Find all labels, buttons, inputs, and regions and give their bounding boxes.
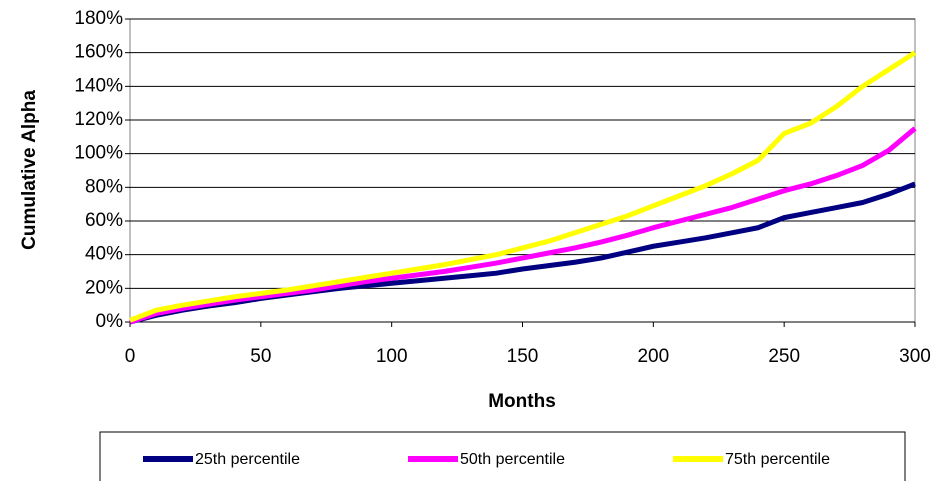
x-tick-label: 0	[125, 346, 136, 367]
y-tick-label: 100%	[74, 143, 123, 164]
y-tick-label: 180%	[74, 8, 123, 29]
x-tick-label: 150	[507, 346, 539, 367]
y-tick-label: 160%	[74, 42, 123, 63]
legend-label: 25th percentile	[195, 451, 300, 468]
x-tick-label: 100	[376, 346, 408, 367]
x-tick-label: 250	[768, 346, 800, 367]
y-tick-label: 20%	[85, 277, 123, 298]
x-tick-label: 200	[637, 346, 669, 367]
x-tick-label: 300	[899, 346, 931, 367]
plot-area	[129, 18, 916, 323]
y-axis-label: Cumulative Alpha	[19, 90, 40, 250]
y-tick-label: 0%	[96, 311, 124, 332]
data-line	[129, 50, 917, 323]
y-tick-label: 60%	[85, 210, 123, 231]
y-tick-label: 140%	[74, 75, 123, 96]
data-line	[129, 126, 917, 325]
legend	[99, 431, 906, 481]
y-tick-label: 120%	[74, 109, 123, 130]
legend-label: 75th percentile	[725, 451, 830, 468]
y-tick-label: 80%	[85, 176, 123, 197]
x-tick-label: 50	[250, 346, 271, 367]
x-axis-label: Months	[488, 391, 556, 412]
legend-label: 50th percentile	[460, 451, 565, 468]
y-tick-label: 40%	[85, 244, 123, 265]
